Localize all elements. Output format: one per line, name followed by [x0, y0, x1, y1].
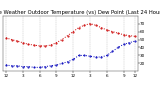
Title: Milwaukee Weather Outdoor Temperature (vs) Dew Point (Last 24 Hours): Milwaukee Weather Outdoor Temperature (v…	[0, 10, 160, 15]
